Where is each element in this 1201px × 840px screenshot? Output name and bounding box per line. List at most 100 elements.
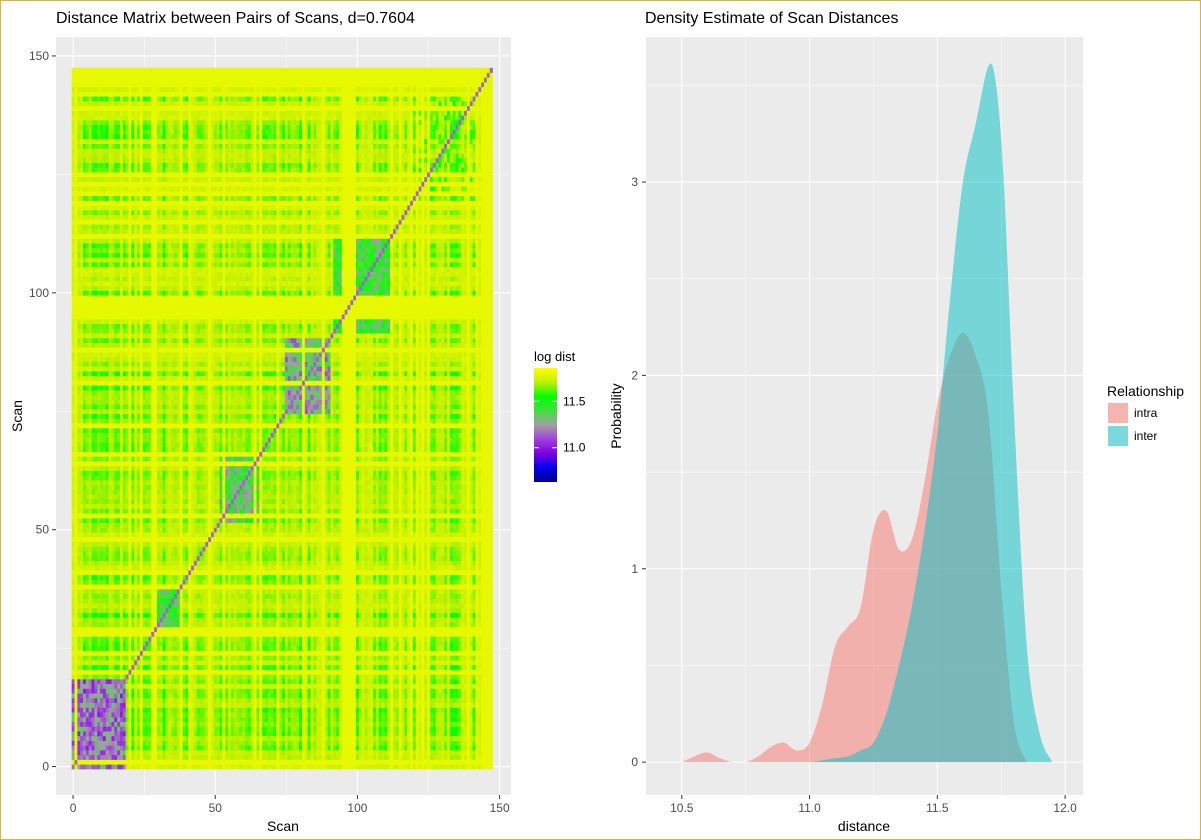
heatmap-cell <box>219 650 223 656</box>
heatmap-cell <box>347 683 351 689</box>
heatmap-cell <box>432 612 437 618</box>
heatmap-cell <box>421 669 425 675</box>
heatmap-cell <box>321 764 326 770</box>
heatmap-cell <box>469 707 474 713</box>
heatmap-cell <box>174 655 178 661</box>
heatmap-cell <box>77 607 81 614</box>
heatmap-cell <box>199 655 203 661</box>
heatmap-cell <box>432 726 437 732</box>
heatmap-cell <box>88 754 92 760</box>
heatmap-cell <box>134 721 138 727</box>
heatmap-cell <box>347 659 351 666</box>
heatmap-cell <box>245 735 249 741</box>
heatmap-cell <box>256 631 260 637</box>
heatmap-cell <box>111 669 115 675</box>
heatmap-cell <box>390 669 394 675</box>
heatmap-cell <box>88 607 92 614</box>
heatmap-cell <box>210 664 215 670</box>
heatmap-cell <box>327 641 331 647</box>
heatmap-cell <box>401 697 405 704</box>
heatmap-cell <box>196 731 201 737</box>
heatmap-cell <box>122 650 127 656</box>
heatmap-cell <box>97 702 101 708</box>
heatmap-cell <box>247 754 252 760</box>
heatmap-cell <box>145 669 149 675</box>
heatmap-cell <box>478 612 482 618</box>
heatmap-cell <box>196 683 201 689</box>
heatmap-cell <box>154 655 158 661</box>
heatmap-cell <box>267 702 272 708</box>
heatmap-cell <box>71 674 75 680</box>
heatmap-cell <box>378 674 383 680</box>
heatmap-cell <box>327 726 331 732</box>
heatmap-cell <box>338 688 343 694</box>
heatmap-cell <box>250 636 255 642</box>
heatmap-cell <box>168 641 172 647</box>
heatmap-cell <box>128 688 132 694</box>
heatmap-cell <box>373 683 377 689</box>
heatmap-cell <box>469 731 474 737</box>
heatmap-cell <box>213 622 218 628</box>
heatmap-cell <box>319 641 323 647</box>
heatmap-cell <box>168 645 172 651</box>
heatmap-cell <box>267 688 272 694</box>
heatmap-cell <box>100 726 104 732</box>
heatmap-cell <box>458 693 462 699</box>
heatmap-cell <box>293 622 297 628</box>
heatmap-cell <box>438 693 442 699</box>
heatmap-cell <box>119 659 124 666</box>
heatmap-cell <box>105 683 110 689</box>
heatmap-cell <box>102 683 107 689</box>
heatmap-cell <box>228 702 232 708</box>
heatmap-cell <box>313 721 317 727</box>
heatmap-cell <box>316 697 320 704</box>
heatmap-cell <box>447 683 451 689</box>
heatmap-cell <box>384 683 388 689</box>
heatmap-cell <box>236 631 240 637</box>
heatmap-cell <box>262 674 266 680</box>
heatmap-cell <box>447 745 451 751</box>
heatmap-cell <box>401 683 405 689</box>
heatmap-cell <box>344 731 348 737</box>
heatmap-cell <box>478 697 482 704</box>
heatmap-cell <box>475 721 479 727</box>
heatmap-cell <box>282 735 286 741</box>
heatmap-cell <box>239 650 243 656</box>
heatmap-cell <box>165 745 169 751</box>
heatmap-cell <box>407 617 411 623</box>
heatmap-cell <box>273 650 277 656</box>
heatmap-cell <box>199 650 203 656</box>
heatmap-cell <box>367 764 371 770</box>
heatmap-cell <box>392 622 397 628</box>
heatmap-cell <box>139 754 144 760</box>
heatmap-cell <box>287 697 292 704</box>
heatmap-cell <box>117 669 121 675</box>
heatmap-cell <box>452 702 456 708</box>
heatmap-cell <box>151 636 155 642</box>
heatmap-cell <box>432 631 437 637</box>
heatmap-cell <box>122 622 127 628</box>
heatmap-cell <box>71 749 75 756</box>
heatmap-cell <box>307 731 311 737</box>
heatmap-cell <box>219 664 223 670</box>
heatmap-cell <box>486 740 491 746</box>
heatmap-cell <box>210 678 215 685</box>
heatmap-cell <box>245 683 249 689</box>
heatmap-cell <box>486 712 491 718</box>
heatmap-cell <box>449 731 454 737</box>
heatmap-cell <box>85 622 90 628</box>
heatmap-cell <box>114 693 118 699</box>
heatmap-cell <box>390 664 394 670</box>
heatmap-cell <box>427 669 431 675</box>
heatmap-cell <box>378 688 383 694</box>
heatmap-cell <box>367 731 371 737</box>
heatmap-cell <box>225 645 229 651</box>
heatmap-cell <box>131 745 135 751</box>
heatmap-cell <box>205 631 209 637</box>
heatmap-cell <box>461 702 465 708</box>
heatmap-cell <box>253 683 257 689</box>
heatmap-cell <box>387 735 391 741</box>
heatmap-cell <box>80 707 84 713</box>
heatmap-cell <box>458 712 462 718</box>
heatmap-cell <box>216 622 220 628</box>
